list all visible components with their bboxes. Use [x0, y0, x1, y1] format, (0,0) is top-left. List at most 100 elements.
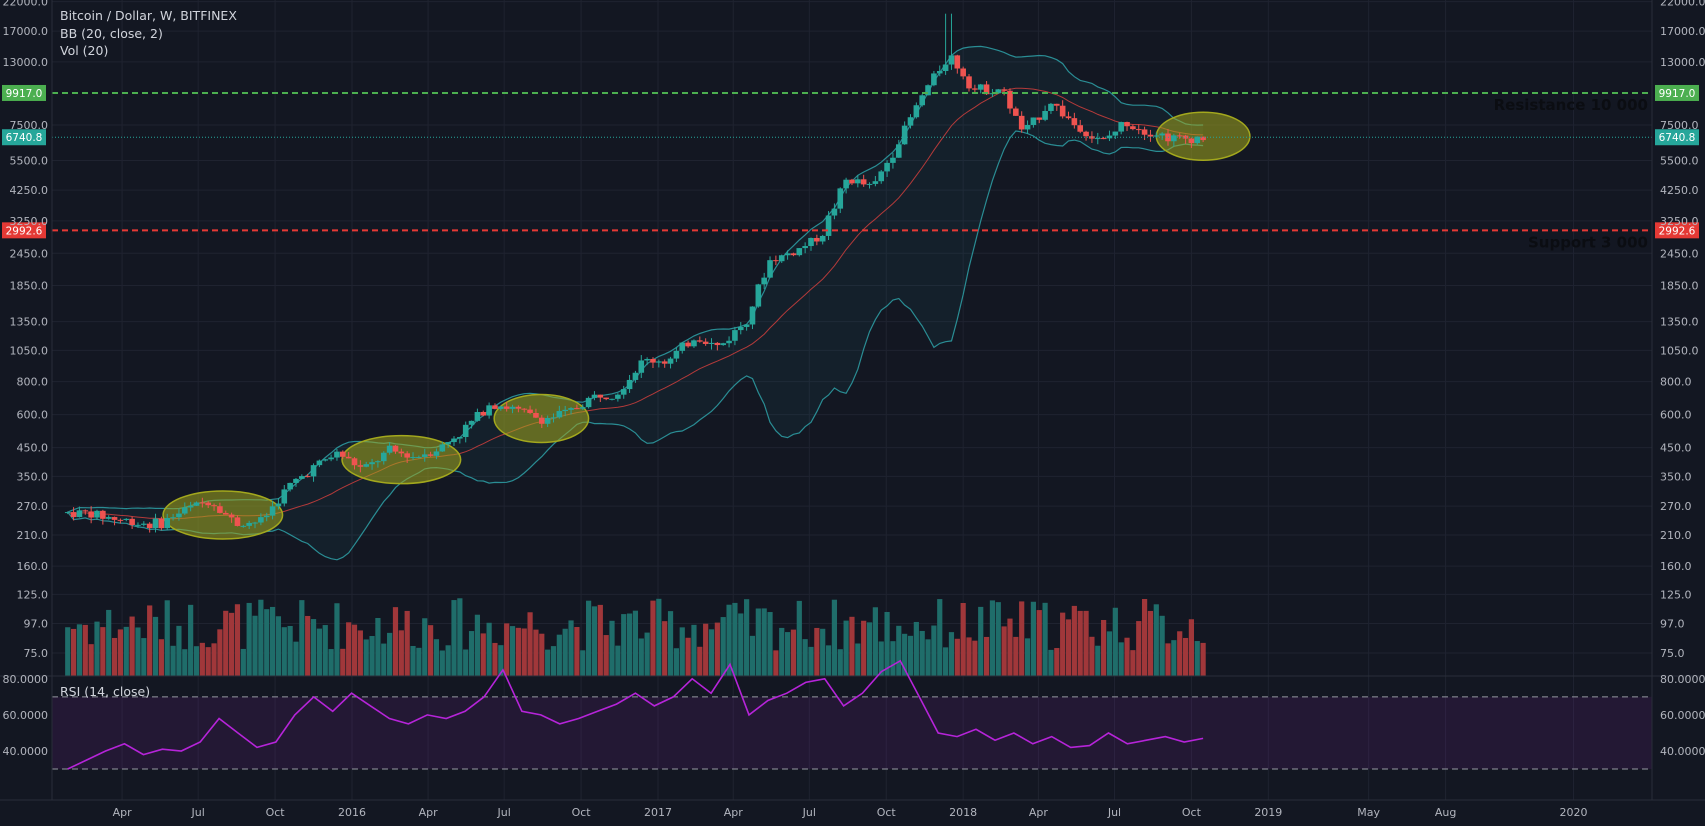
price-tick-label: 450.0 — [1660, 442, 1692, 455]
candle-body — [749, 306, 756, 325]
candle-body — [1059, 105, 1066, 117]
volume-bar — [784, 632, 791, 676]
time-tick-label: Jul — [1107, 806, 1121, 819]
last-price-tag — [2, 129, 46, 146]
candle-body — [445, 442, 451, 445]
candle-body — [878, 171, 885, 182]
candle-body — [375, 461, 381, 463]
volume-bar — [141, 638, 147, 676]
candle-body — [597, 394, 604, 398]
candles — [64, 13, 1206, 533]
volume-bar — [316, 628, 322, 676]
volume-bar — [662, 621, 668, 676]
candle-body — [1118, 122, 1124, 132]
volume-bar — [837, 649, 843, 676]
time-tick-label: Oct — [1182, 806, 1202, 819]
candle-body — [837, 188, 844, 209]
symbol-title[interactable]: Bitcoin / Dollar, W, BITFINEX — [60, 8, 237, 23]
volume-bar — [234, 604, 241, 676]
candle-body — [860, 179, 867, 185]
volume-bar — [954, 638, 960, 676]
volume-bar — [1124, 637, 1130, 676]
volume-bar — [106, 609, 112, 676]
volume-bar — [246, 602, 252, 676]
candle-body — [258, 517, 264, 523]
volume-bar — [913, 621, 919, 676]
candle-body — [1182, 135, 1189, 139]
candle-body — [679, 342, 686, 351]
candle-body — [521, 408, 528, 410]
volume-bar — [76, 624, 83, 676]
volume-bar — [732, 602, 738, 676]
highlight-ellipse — [162, 490, 284, 540]
resistance-annotation: Resistance 10 000 — [1494, 96, 1648, 114]
candle-body — [1106, 135, 1113, 139]
candle-body — [129, 518, 135, 525]
volume-bar — [644, 632, 650, 676]
volume-bar — [960, 602, 966, 676]
candle-body — [111, 517, 118, 520]
volume-bar — [100, 627, 106, 676]
time-tick-label: Apr — [419, 806, 439, 819]
volume-bar — [679, 627, 685, 676]
candle-body — [691, 340, 697, 347]
candle-body — [568, 408, 574, 410]
candle-body — [925, 85, 931, 96]
volume-bar — [129, 616, 135, 676]
volume-bar — [527, 612, 533, 676]
volume-bar — [152, 616, 159, 676]
last-price-tag-text: 6740.8 — [6, 132, 43, 144]
volume-bar — [1077, 610, 1083, 676]
candle-body — [498, 406, 504, 409]
volume-bar — [591, 606, 598, 676]
volume-bar — [305, 615, 311, 676]
volume-bar — [158, 639, 164, 676]
support-price-tag — [2, 222, 46, 239]
resistance-price-tag — [1655, 84, 1699, 101]
volume-bar — [872, 607, 878, 676]
price-tick-label: 350.0 — [1660, 470, 1692, 483]
candle-body — [942, 64, 949, 72]
candle-body — [287, 482, 293, 490]
price-tick-label: 13000.0 — [3, 56, 49, 69]
candle-body — [1089, 136, 1095, 139]
volume-bar — [720, 617, 726, 676]
volume-bar — [1001, 626, 1007, 676]
candle-body — [919, 95, 925, 106]
volume-bar — [615, 645, 621, 676]
volume-indicator-label[interactable]: Vol (20) — [60, 43, 109, 58]
rsi-line — [67, 659, 1204, 770]
price-tick-label: 75.0 — [1660, 647, 1685, 660]
rsi-indicator-label[interactable]: RSI (14, close) — [60, 684, 151, 699]
price-tick-label: 125.0 — [17, 588, 49, 601]
candle-body — [632, 372, 639, 380]
volume-bar — [275, 616, 282, 676]
volume-bar — [451, 600, 457, 676]
price-tick-label: 1850.0 — [10, 279, 49, 292]
volume-bar — [744, 599, 750, 676]
volume-bar — [685, 637, 691, 676]
candle-body — [439, 444, 446, 452]
price-tick-label: 160.0 — [1660, 560, 1692, 573]
candle-body — [954, 55, 961, 69]
price-tick-label: 7500.0 — [10, 119, 49, 132]
candle-body — [386, 445, 393, 453]
volume-bar — [1177, 631, 1183, 676]
price-tick-label: 1350.0 — [1660, 316, 1699, 329]
bb-indicator-label[interactable]: BB (20, close, 2) — [60, 26, 163, 41]
candle-body — [433, 451, 440, 456]
candle-body — [1054, 103, 1060, 106]
volume-bar — [656, 598, 662, 676]
volume-bar — [755, 608, 761, 676]
highlight-zones — [162, 111, 1251, 540]
candle-body — [410, 457, 416, 459]
volume-bar — [521, 628, 527, 676]
volume-bar — [1036, 610, 1042, 676]
candle-body — [357, 465, 364, 467]
volume-bar — [217, 629, 223, 676]
candle-body — [802, 246, 808, 249]
support-annotation: Support 3 000 — [1528, 233, 1648, 251]
candle-body — [1030, 117, 1037, 125]
